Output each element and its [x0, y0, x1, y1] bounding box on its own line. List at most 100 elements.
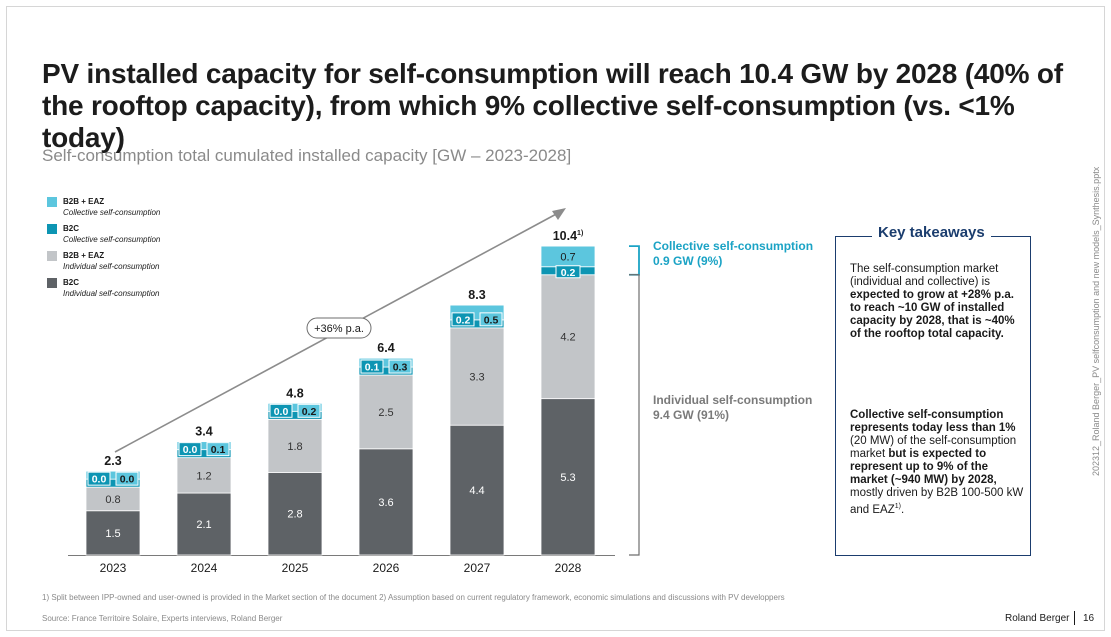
takeaway-text: .: [900, 503, 905, 516]
legend-title: B2B + EAZ: [63, 251, 105, 260]
bar-segment: [267, 418, 323, 473]
collective-value-label: 0.1: [211, 444, 226, 456]
bar-segment: [267, 402, 323, 412]
bar-total-label: 6.4: [377, 341, 394, 355]
x-tick-label: 2028: [555, 561, 582, 575]
collective-annotation: Collective self-consumption 0.9 GW (9%): [653, 239, 813, 269]
bar-segment: [449, 327, 505, 426]
legend-subtitle: Collective self-consumption: [63, 235, 161, 244]
x-tick-label: 2027: [464, 561, 491, 575]
bar-segment: [540, 398, 596, 556]
collective-value-label: 0.5: [484, 314, 499, 326]
collective-value-label: 0.2: [302, 406, 317, 418]
x-tick-label: 2025: [282, 561, 309, 575]
page-number: 16: [1083, 613, 1095, 624]
collective-value-box: [388, 359, 412, 374]
bar-segment: [449, 424, 505, 556]
legend-title: B2C: [63, 224, 80, 233]
legend-subtitle: Individual self-consumption: [63, 262, 160, 271]
bar-segment: [85, 470, 141, 480]
collective-bracket: [629, 245, 640, 276]
chart-legend: B2B + EAZ Collective self-consumption B2…: [47, 196, 160, 304]
bar-value-label: 4.2: [560, 332, 575, 344]
takeaway-text: (20 MW) of the self-consumption market: [850, 435, 1017, 460]
x-tick-label: 2023: [100, 561, 127, 575]
collective-value-label: 0.1: [365, 362, 380, 374]
x-tick-label: 2026: [373, 561, 400, 575]
collective-value-box: [178, 442, 202, 457]
key-takeaways-title: Key takeaways: [872, 224, 991, 241]
takeaway-emphasis: Collective self-consumption represents t…: [850, 409, 1016, 434]
legend-item: B2C Individual self-consumption: [47, 277, 160, 304]
legend-title: B2C: [63, 278, 80, 287]
legend-item: B2B + EAZ Individual self-consumption: [47, 250, 160, 277]
legend-swatch-collective-b2c: [47, 224, 57, 234]
legend-item: B2C Collective self-consumption: [47, 223, 160, 250]
footer-divider: [1074, 611, 1075, 625]
bar-segment: [85, 510, 141, 556]
collective-value-label: 0.3: [393, 362, 408, 374]
bar-total-label: 3.4: [195, 425, 212, 439]
source-line: Source: France Territoire Solaire, Exper…: [42, 614, 283, 623]
footnote: 1) Split between IPP-owned and user-owne…: [42, 593, 785, 602]
bar-total-label: 8.3: [468, 288, 485, 302]
bar-segment: [358, 357, 414, 368]
bar-segment: [358, 374, 414, 450]
collective-value-label: 0.2: [561, 267, 576, 279]
legend-swatch-individual-b2b: [47, 251, 57, 261]
individual-annotation-value: 9.4 GW (91%): [653, 408, 730, 422]
legend-swatch-collective-b2b: [47, 197, 57, 207]
legend-item: B2B + EAZ Collective self-consumption: [47, 196, 160, 223]
collective-value-label: 0.2: [456, 314, 471, 326]
bar-value-label: 0.7: [560, 251, 575, 263]
collective-value-box: [115, 471, 139, 486]
collective-value-box: [451, 312, 475, 327]
takeaway-text: mostly driven by B2B 100-500 kW and EAZ: [850, 487, 1024, 516]
collective-annotation-label: Collective self-consumption: [653, 239, 814, 253]
bar-value-label: 1.5: [105, 528, 120, 540]
individual-annotation-label: Individual self-consumption: [653, 393, 813, 407]
growth-rate-label: +36% p.a.: [314, 323, 364, 335]
bar-segment: [540, 274, 596, 400]
collective-value-box: [297, 403, 321, 418]
bar-value-label: 2.8: [287, 509, 302, 521]
x-tick-label: 2024: [191, 561, 218, 575]
slide-frame: [6, 6, 1105, 631]
legend-swatch-individual-b2c: [47, 278, 57, 288]
takeaway-emphasis: expected to grow at +28% p.a. to reach ~…: [850, 289, 1015, 340]
collective-value-box: [206, 442, 230, 457]
takeaway-footnote-ref: 1): [894, 503, 901, 510]
bar-segment: [176, 492, 232, 556]
bar-value-label: 3.6: [378, 497, 393, 509]
individual-annotation: Individual self-consumption 9.4 GW (91%): [653, 393, 812, 423]
bar-value-label: 3.3: [469, 372, 484, 384]
collective-value-box: [479, 312, 503, 327]
bar-value-label: 2.5: [378, 407, 393, 419]
bar-segment: [358, 448, 414, 556]
bar-total-label: 4.8: [286, 386, 303, 400]
takeaway-text: The self-consumption market (individual …: [850, 263, 999, 288]
total-footnote-ref: 1): [577, 230, 583, 237]
legend-subtitle: Collective self-consumption: [63, 208, 161, 217]
collective-value-box: [269, 403, 293, 418]
bar-value-label: 1.8: [287, 441, 302, 453]
takeaway-paragraph: The self-consumption market (individual …: [850, 263, 1024, 341]
bar-value-label: 2.1: [196, 519, 211, 531]
bar-segment: [176, 441, 232, 451]
brand-name: Roland Berger: [1005, 613, 1070, 624]
takeaway-emphasis: but is expected to represent up to 9% of…: [850, 448, 997, 486]
bar-value-label: 1.2: [196, 470, 211, 482]
collective-value-label: 0.0: [120, 474, 135, 486]
collective-value-box: [360, 359, 384, 374]
collective-value-box: [87, 471, 111, 486]
bar-total-label: 2.3: [104, 454, 121, 468]
individual-bracket: [629, 274, 640, 556]
bar-segment: [176, 457, 232, 494]
legend-title: B2B + EAZ: [63, 197, 105, 206]
collective-value-label: 0.0: [274, 406, 289, 418]
growth-arrow-head: [552, 208, 566, 220]
collective-value-label: 0.0: [92, 474, 107, 486]
growth-rate-bubble: [306, 317, 372, 339]
collective-annotation-value: 0.9 GW (9%): [653, 254, 723, 268]
